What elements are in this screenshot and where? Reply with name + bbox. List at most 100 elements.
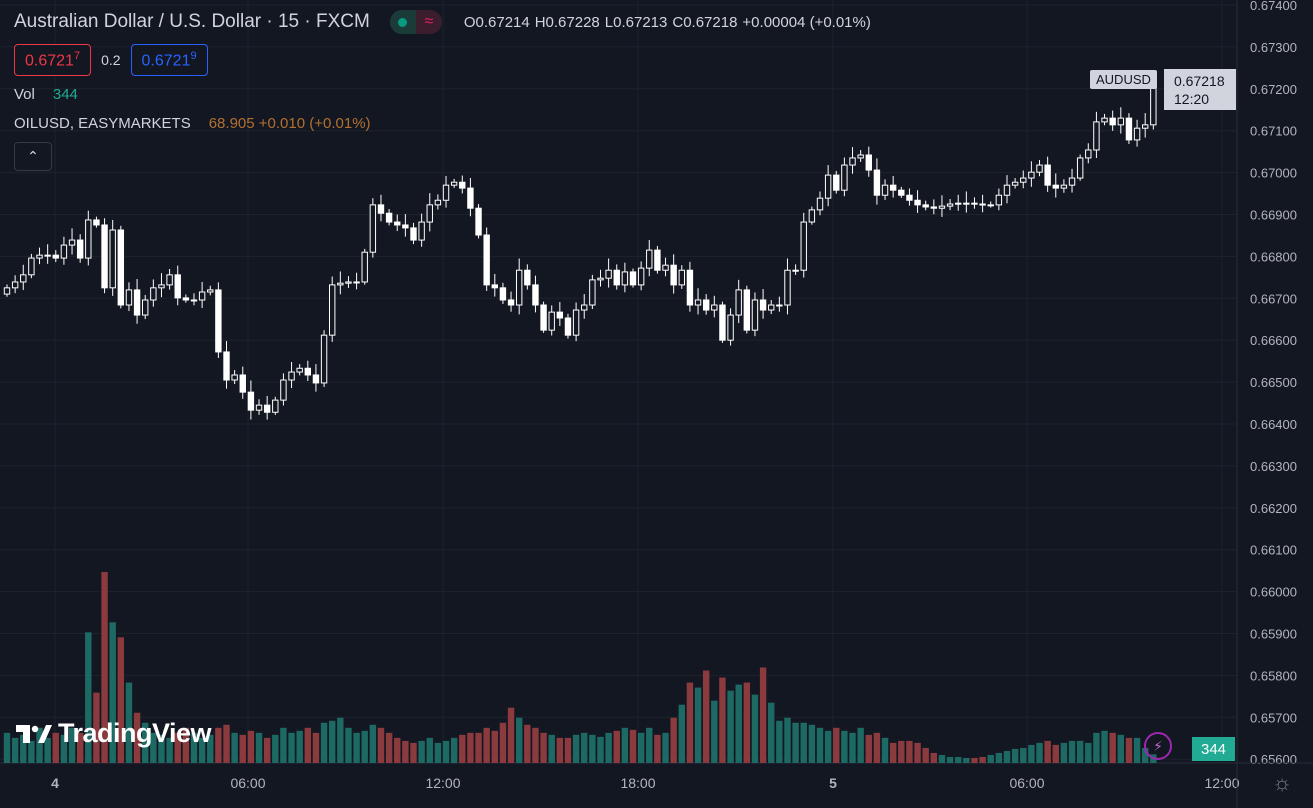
time-tick-label: 12:00: [425, 775, 460, 791]
candle-up: [1117, 117, 1125, 126]
volume-bar: [784, 717, 791, 763]
volume-bar: [865, 734, 872, 763]
candle-down: [385, 212, 393, 223]
sell-button[interactable]: 0.67217: [14, 44, 92, 77]
lightning-icon[interactable]: ⚡: [1144, 732, 1172, 760]
chart-legend: Australian Dollar / U.S. Dollar · 15 · F…: [14, 8, 871, 172]
volume-bar: [353, 732, 360, 763]
volume-bar: [312, 732, 320, 763]
candle-down: [483, 234, 490, 286]
candle-up: [320, 334, 328, 384]
candle-up: [1093, 121, 1100, 151]
volume-bar: [792, 722, 799, 763]
candle-down: [873, 169, 881, 196]
candle-up: [150, 287, 157, 301]
logo-text: TradingView: [58, 718, 212, 748]
candle-down: [93, 219, 100, 226]
volume-bar: [418, 740, 425, 763]
volume-bar: [410, 742, 417, 763]
volume-bar: [1028, 744, 1035, 763]
candle-down: [459, 181, 466, 189]
candle-down: [1044, 164, 1051, 186]
candle-up: [727, 314, 734, 341]
volume-bar: [881, 737, 889, 763]
volume-bar: [922, 747, 929, 763]
candle-up: [841, 164, 848, 191]
compare-value: 68.905: [208, 115, 255, 133]
last-price-tag: 0.67218 12:20: [1164, 69, 1236, 110]
volume-bar: [849, 732, 856, 763]
candle-up: [938, 205, 946, 209]
volume-bar: [808, 724, 816, 763]
candle-down: [491, 284, 499, 289]
last-price: 0.67218: [1174, 73, 1225, 89]
candle-down: [52, 254, 59, 259]
volume-tag: 344: [1192, 737, 1235, 761]
candle-down: [833, 174, 840, 191]
volume-bar: [955, 756, 962, 763]
candle-down: [719, 304, 726, 341]
volume-bar: [662, 732, 669, 763]
candle-up: [857, 154, 864, 159]
close-value: C0.67218: [672, 13, 738, 31]
volume-bar: [914, 742, 921, 763]
price-tick-label: 0.66000: [1250, 585, 1297, 600]
volume-legend[interactable]: Vol 344: [14, 86, 871, 103]
candle-up: [345, 281, 352, 284]
price-tick-label: 0.65700: [1250, 710, 1297, 725]
candle-down: [654, 249, 661, 271]
volume-bar: [207, 734, 214, 763]
settings-gear-icon[interactable]: ☼: [1272, 770, 1293, 795]
volume-bar: [857, 727, 864, 763]
tradingview-logo[interactable]: TradingView: [16, 718, 212, 749]
volume-bar: [776, 720, 783, 763]
volume-value: 344: [52, 86, 78, 104]
symbol-title[interactable]: Australian Dollar / U.S. Dollar · 15 · F…: [14, 11, 370, 32]
volume-bar: [532, 727, 539, 763]
volume-bar: [44, 737, 51, 763]
sell-pip: 7: [73, 50, 81, 62]
candle-up: [450, 181, 458, 186]
candle-up: [589, 279, 596, 306]
volume-bar: [1068, 740, 1076, 763]
market-status[interactable]: ≈: [389, 10, 442, 34]
compare-legend[interactable]: OILUSD, EASYMARKETS 68.905 +0.010 (+0.01…: [14, 115, 871, 132]
volume-bar: [142, 722, 149, 763]
candle-up: [109, 229, 116, 289]
candle-up: [816, 197, 824, 211]
candle-down: [629, 271, 637, 286]
buy-button[interactable]: 0.67219: [130, 44, 208, 77]
candle-up: [361, 251, 368, 283]
volume-bar: [702, 670, 710, 763]
candle-down: [247, 391, 255, 411]
candle-down: [922, 204, 929, 208]
candle-up: [329, 284, 336, 336]
volume-bar: [1044, 740, 1051, 763]
candle-down: [1109, 117, 1116, 126]
volume-bar: [467, 732, 474, 763]
candle-up: [963, 202, 970, 205]
volume-bar: [296, 730, 303, 763]
candle-up: [442, 184, 450, 201]
candle-up: [1076, 157, 1084, 179]
candle-down: [759, 299, 767, 311]
volume-bar: [719, 677, 726, 763]
volume-bar: [540, 732, 547, 763]
candle-up: [735, 289, 742, 316]
time-tick-label: 06:00: [1009, 775, 1044, 791]
buy-price: 0.6721: [141, 52, 191, 70]
price-tick-label: 0.66500: [1250, 375, 1297, 390]
volume-bar: [646, 727, 653, 763]
candle-up: [1060, 184, 1068, 189]
candle-up: [1142, 124, 1149, 129]
volume-bar: [1060, 742, 1068, 763]
collapse-legend-button[interactable]: ⌃: [14, 142, 52, 172]
volume-bar: [223, 724, 230, 763]
candle-down: [540, 304, 547, 331]
candle-up: [1036, 164, 1043, 173]
candle-up: [1085, 149, 1092, 159]
volume-bar: [548, 734, 555, 763]
price-tick-label: 0.65600: [1250, 752, 1297, 767]
candle-up: [621, 271, 629, 286]
